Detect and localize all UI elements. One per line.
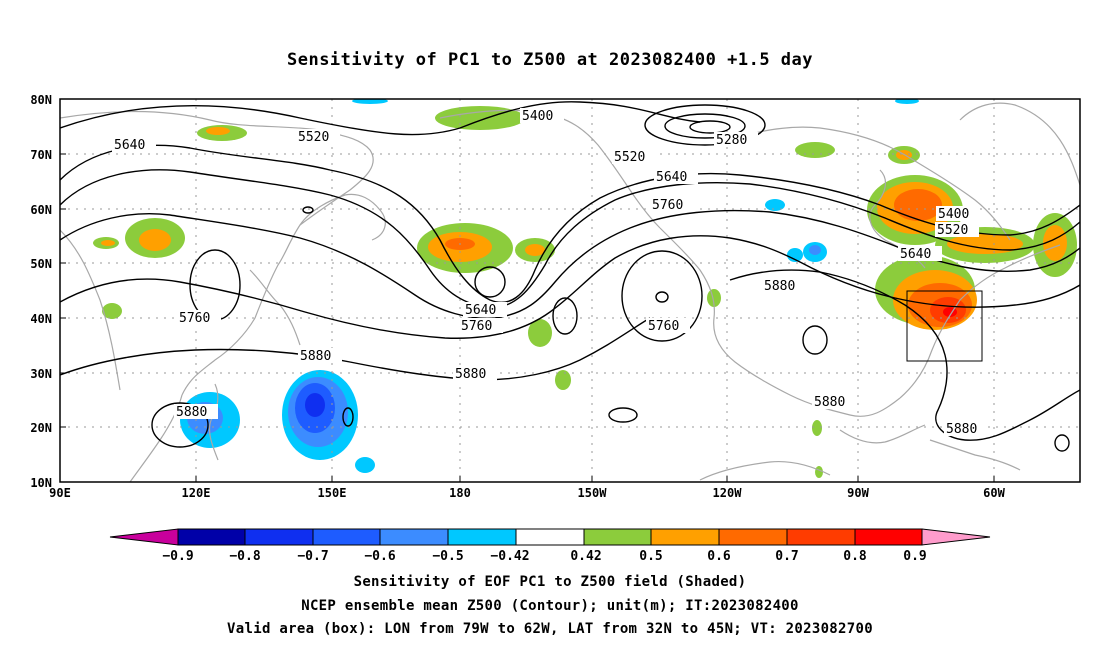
lat-label: 10N [30, 476, 52, 490]
colorbar-label: 0.6 [707, 549, 731, 564]
lat-label: 40N [30, 312, 52, 326]
lon-label: 120E [182, 486, 211, 500]
colorbar-low-triangle [109, 528, 179, 546]
valid-area-box [906, 290, 983, 362]
lon-label: 180 [449, 486, 471, 500]
shade-negative [787, 248, 803, 262]
lat-label: 20N [30, 421, 52, 435]
contour-label: 5760 [179, 311, 210, 326]
caption-shading: Sensitivity of EOF PC1 to Z500 field (Sh… [353, 574, 747, 590]
shade-negative [809, 245, 821, 255]
colorbar-label: 0.9 [903, 549, 926, 564]
map-title: Sensitivity of PC1 to Z500 at 2023082400… [286, 50, 813, 70]
contour-label: 5520 [937, 223, 968, 238]
colorbar-label: −0.7 [297, 549, 328, 564]
colorbar-label: −0.9 [162, 549, 193, 564]
shade-positive [206, 127, 230, 135]
shade-negative [305, 393, 325, 417]
contour-label: 5760 [648, 319, 679, 334]
lon-label: 150E [318, 486, 347, 500]
sensitivity-map: 5400 5280 5520 5640 5520 5760 5640 5400 … [30, 93, 1081, 564]
shade-positive [707, 289, 721, 307]
contour-label: 5520 [298, 130, 329, 145]
colorbar-bin [854, 528, 923, 546]
shade-positive [435, 106, 525, 130]
contour-label: 5640 [900, 247, 931, 262]
contour-label: 5760 [461, 319, 492, 334]
colorbar-high-triangle [921, 528, 991, 546]
lon-label: 90W [847, 486, 869, 500]
lon-label: 90E [49, 486, 71, 500]
colorbar-bin [312, 528, 381, 546]
colorbar-bin [515, 528, 585, 546]
shade-positive [101, 240, 115, 246]
lat-axis: 80N 70N 60N 50N 40N 30N 20N 10N [30, 93, 66, 490]
contour-label: 5520 [614, 150, 645, 165]
colorbar-label: −0.5 [432, 549, 463, 564]
colorbar-label: 0.42 [570, 549, 601, 564]
shade-negative [765, 199, 785, 211]
contour-label: 5400 [522, 109, 553, 124]
colorbar-bin [786, 528, 856, 546]
colorbar-label: −0.6 [364, 549, 395, 564]
contour-label: 5760 [652, 198, 683, 213]
lat-label: 30N [30, 367, 52, 381]
colorbar-bin [177, 528, 246, 546]
shade-positive [812, 420, 822, 436]
shade-positive [894, 189, 942, 221]
colorbar-bin [244, 528, 314, 546]
contour-label: 5640 [656, 170, 687, 185]
contour-label: 5880 [946, 422, 977, 437]
shade-negative [895, 99, 919, 104]
lat-label: 80N [30, 93, 52, 107]
shade-negative [355, 457, 375, 473]
contour-labels: 5400 5280 5520 5640 5520 5760 5640 5400 … [112, 108, 988, 437]
lon-label: 120W [713, 486, 743, 500]
shade-positive [815, 466, 823, 478]
colorbar: −0.9 −0.8 −0.7 −0.6 −0.5 −0.42 0.42 0.5 … [109, 528, 991, 564]
shade-positive [102, 303, 122, 319]
shade-positive [1043, 225, 1067, 261]
lon-label: 150W [578, 486, 608, 500]
shade-positive [528, 319, 552, 347]
colorbar-label: 0.7 [775, 549, 798, 564]
lon-axis: 90E 120E 150E 180 150W 120W 90W 60W [49, 476, 1006, 500]
shade-positive [555, 370, 571, 390]
shade-positive [525, 244, 545, 256]
contour-label: 5280 [716, 133, 747, 148]
coastlines [60, 102, 1080, 482]
contour-label: 5880 [455, 367, 486, 382]
colorbar-bin [447, 528, 517, 546]
colorbar-bin [379, 528, 449, 546]
colorbar-bin [583, 528, 652, 546]
contour-label: 5880 [814, 395, 845, 410]
contour-label: 5640 [114, 138, 145, 153]
contour-label: 5880 [764, 279, 795, 294]
lat-label: 70N [30, 148, 52, 162]
colorbar-label: −0.42 [490, 549, 529, 564]
shade-positive [139, 229, 171, 251]
colorbar-bin [650, 528, 720, 546]
map-frame [59, 98, 1081, 483]
lon-label: 60W [983, 486, 1005, 500]
contour-label: 5880 [176, 405, 207, 420]
shade-positive [795, 142, 835, 158]
shade-negative [352, 99, 388, 104]
lat-label: 50N [30, 257, 52, 271]
colorbar-label: 0.5 [639, 549, 662, 564]
contour-label: 5400 [938, 207, 969, 222]
z500-contours [60, 101, 1080, 452]
contour-label: 5640 [465, 303, 496, 318]
caption-contour: NCEP ensemble mean Z500 (Contour); unit(… [301, 598, 799, 614]
contour-label: 5880 [300, 349, 331, 364]
colorbar-bin [718, 528, 788, 546]
caption-valid-area: Valid area (box): LON from 79W to 62W, L… [227, 621, 873, 637]
shade-positive [947, 234, 1023, 254]
colorbar-label: 0.8 [843, 549, 867, 564]
lat-label: 60N [30, 203, 52, 217]
colorbar-label: −0.8 [229, 549, 260, 564]
